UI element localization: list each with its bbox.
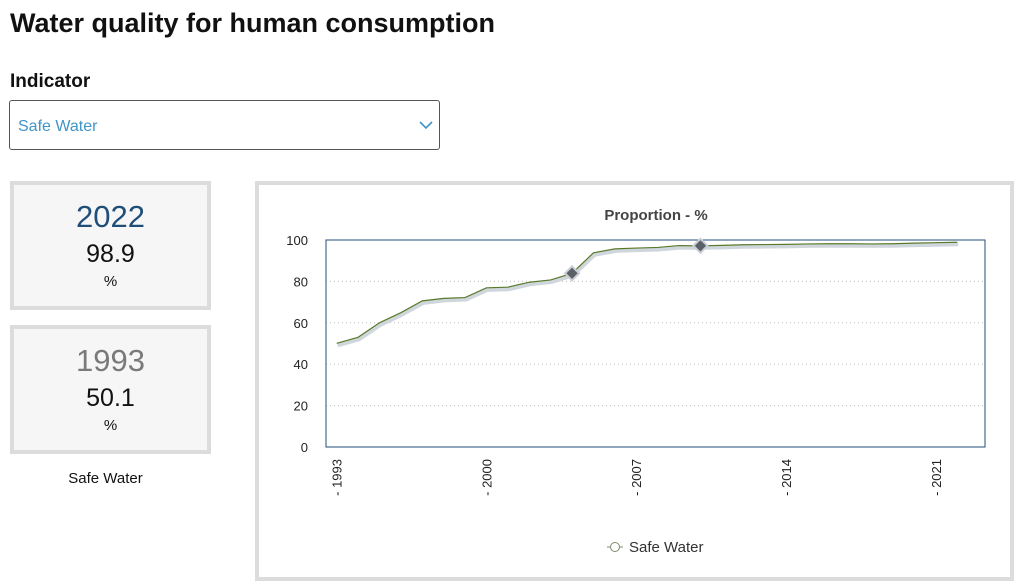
y-tick-label: 40: [294, 357, 308, 372]
latest-year: 2022: [76, 199, 145, 234]
indicator-label: Indicator: [10, 71, 91, 92]
chart-title: Proportion - %: [604, 207, 707, 224]
plot-frame: [325, 239, 986, 448]
x-tick-label: - 2014: [779, 459, 794, 496]
earliest-stat-card: 1993 50.1 %: [10, 325, 211, 454]
earliest-year: 1993: [76, 343, 145, 378]
x-tick-label: - 2021: [929, 459, 944, 496]
series-line-shadow: [337, 242, 959, 348]
earliest-value: 50.1: [86, 384, 135, 412]
x-tick-label: - 1993: [330, 459, 345, 496]
y-tick-label: 60: [294, 316, 308, 331]
indicator-select[interactable]: Safe Water: [9, 100, 440, 150]
indicator-name-caption: Safe Water: [68, 470, 143, 487]
diamond-icon: [692, 237, 709, 255]
latest-value: 98.9: [86, 240, 135, 268]
circle-line-icon: [610, 542, 620, 552]
y-tick-label: 0: [301, 440, 308, 455]
page-title: Water quality for human consumption: [10, 8, 496, 38]
x-tick-label: - 2000: [479, 459, 494, 496]
chevron-down-icon: [419, 121, 433, 130]
earliest-unit: %: [103, 417, 118, 434]
latest-stat-card: 2022 98.9 %: [10, 181, 211, 310]
chart-panel: Proportion - % 0 20 40 60 80 100 - 1993 - 2000 -…: [255, 181, 1014, 581]
series-line: [336, 241, 958, 344]
x-tick-label: - 2007: [629, 459, 644, 496]
y-tick-label: 100: [286, 233, 308, 248]
line-chart: Proportion - % 0 20 40 60 80 100 - 1993 - 2000 -…: [286, 207, 986, 556]
indicator-select-value: Safe Water: [18, 118, 98, 135]
diamond-icon: [563, 264, 581, 282]
y-tick-label: 80: [294, 274, 308, 289]
latest-unit: %: [103, 273, 118, 290]
y-tick-label: 20: [294, 399, 308, 414]
legend-label: Safe Water: [629, 539, 703, 556]
